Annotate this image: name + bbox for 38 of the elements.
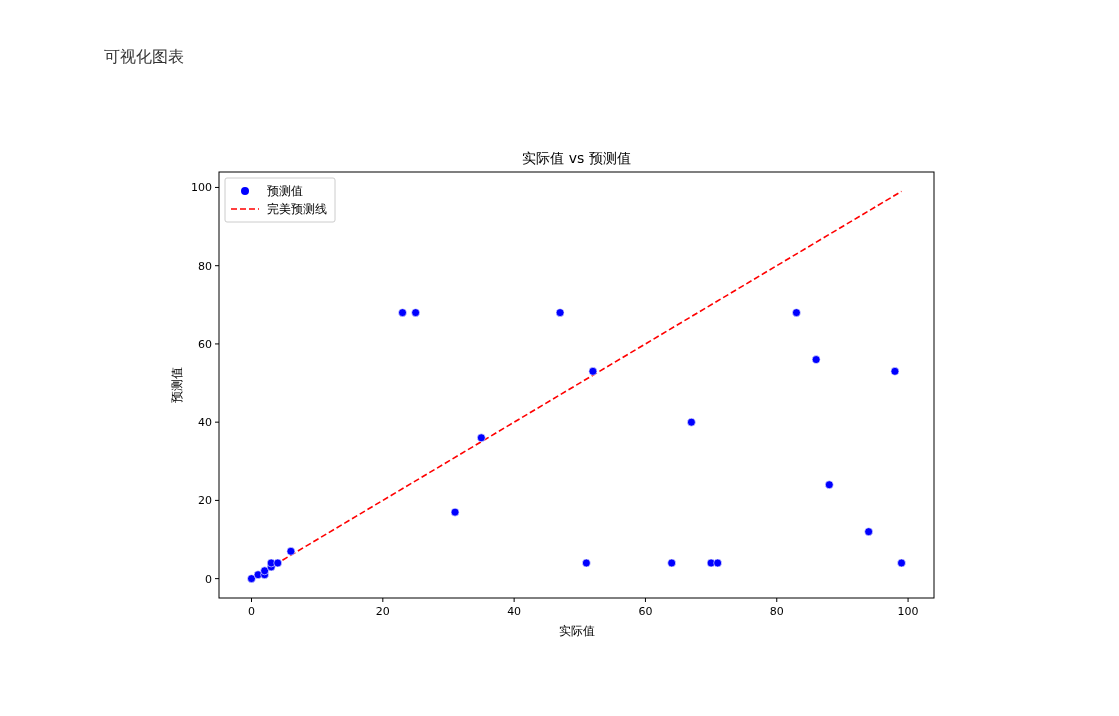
y-tick-label: 80 [198, 259, 212, 273]
legend-label: 预测值 [267, 184, 303, 198]
point [450, 507, 460, 517]
point [897, 558, 906, 568]
y-tick-label: 100 [191, 181, 212, 195]
point [890, 367, 900, 376]
legend-label: 完美预测线 [267, 202, 327, 216]
x-tick-label: 40 [507, 605, 522, 618]
x-tick-label: 100 [897, 605, 919, 618]
point [286, 546, 296, 556]
point [273, 558, 283, 568]
point [824, 480, 834, 490]
point [411, 308, 420, 317]
point [247, 574, 256, 583]
y-tick-label: 0 [205, 572, 212, 586]
point [864, 527, 873, 536]
point [792, 308, 801, 317]
y-axis-title: 预测值 [170, 367, 184, 403]
point [398, 308, 407, 317]
x-axis-title: 实际值 [558, 624, 595, 638]
x-tick-label: 20 [375, 605, 390, 618]
x-tick-label: 80 [769, 605, 784, 618]
y-tick-label: 60 [198, 337, 212, 351]
point [477, 433, 486, 443]
point [260, 566, 269, 576]
annotation: 可视化图表 [104, 47, 184, 66]
point [588, 367, 598, 376]
chart-title: 实际值 vs 预测值 [522, 150, 631, 166]
point [582, 558, 591, 568]
point [687, 417, 696, 427]
point [555, 308, 565, 317]
y-tick-label: 40 [198, 416, 212, 430]
x-tick-label: 60 [638, 605, 653, 618]
point [713, 558, 722, 568]
point [667, 558, 676, 568]
point [811, 355, 821, 364]
x-tick-label: 0 [248, 605, 255, 618]
y-tick-label: 20 [198, 494, 212, 508]
